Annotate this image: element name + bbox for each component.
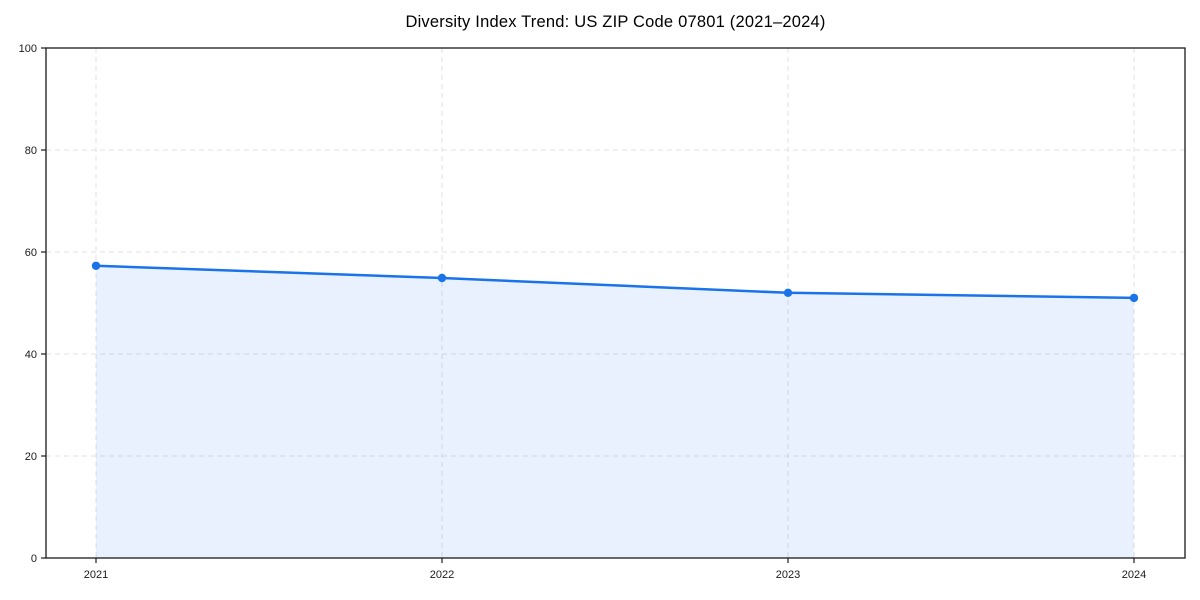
y-tick-label-0: 0 bbox=[31, 553, 37, 565]
data-point-2022 bbox=[437, 273, 447, 283]
y-tick-label-80: 80 bbox=[25, 145, 37, 157]
y-tick-label-40: 40 bbox=[25, 349, 37, 361]
data-point-2021 bbox=[91, 261, 101, 270]
x-tick-label-2023: 2023 bbox=[776, 569, 800, 581]
chart-title: Diversity Index Trend: US ZIP Code 07801… bbox=[405, 13, 826, 31]
y-tick-label-100: 100 bbox=[19, 43, 37, 55]
x-tick-label-2024: 2024 bbox=[1122, 569, 1146, 581]
x-tick-label-2022: 2022 bbox=[430, 569, 454, 581]
y-tick-label-20: 20 bbox=[25, 451, 37, 463]
plot-border bbox=[45, 47, 1186, 559]
x-tick-label-2021: 2021 bbox=[84, 569, 108, 581]
data-point-2023 bbox=[783, 288, 793, 297]
area-fill bbox=[96, 265, 1134, 558]
y-tick-label-60: 60 bbox=[25, 247, 37, 259]
data-point-2024 bbox=[1129, 293, 1139, 303]
trend-line bbox=[94, 264, 1136, 300]
